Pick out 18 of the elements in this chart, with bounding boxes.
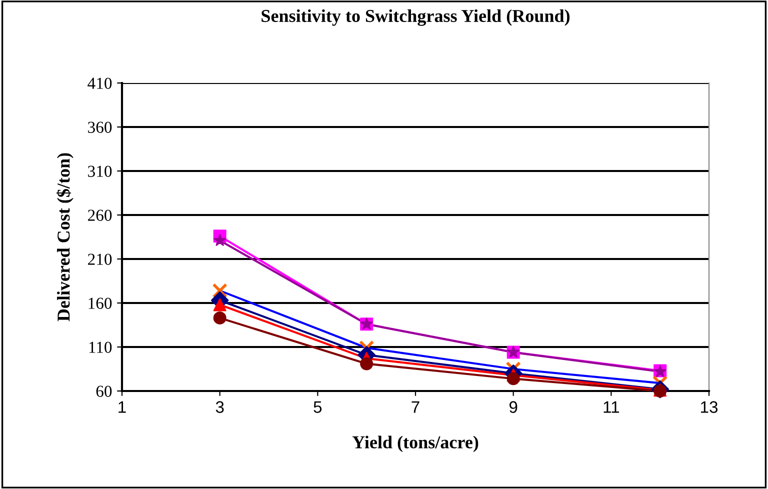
y-tick-label: 410 bbox=[88, 78, 112, 89]
x-tick-label: 5 bbox=[314, 401, 322, 413]
y-axis-title: Delivered Cost ($/ton) bbox=[56, 153, 74, 322]
y-tick-label: 360 bbox=[88, 122, 112, 133]
chart-title: Sensitivity to Switchgrass Yield (Round) bbox=[262, 9, 570, 26]
y-tick-label: 210 bbox=[88, 254, 112, 265]
x-tick-label: 13 bbox=[701, 401, 718, 413]
y-tick-label: 260 bbox=[88, 210, 112, 221]
y-tick-label: 60 bbox=[96, 386, 112, 397]
x-tick-label: 9 bbox=[509, 401, 518, 413]
x-tick-label: 1 bbox=[118, 401, 126, 413]
y-tick-label: 310 bbox=[88, 166, 112, 177]
x-axis-title: Yield (tons/acre) bbox=[352, 436, 478, 452]
y-tick-label: 160 bbox=[88, 298, 112, 309]
x-tick-label: 3 bbox=[216, 401, 224, 413]
x-tick-label: 11 bbox=[604, 401, 620, 413]
x-tick-label: 7 bbox=[412, 401, 420, 413]
y-tick-label: 110 bbox=[89, 342, 112, 353]
